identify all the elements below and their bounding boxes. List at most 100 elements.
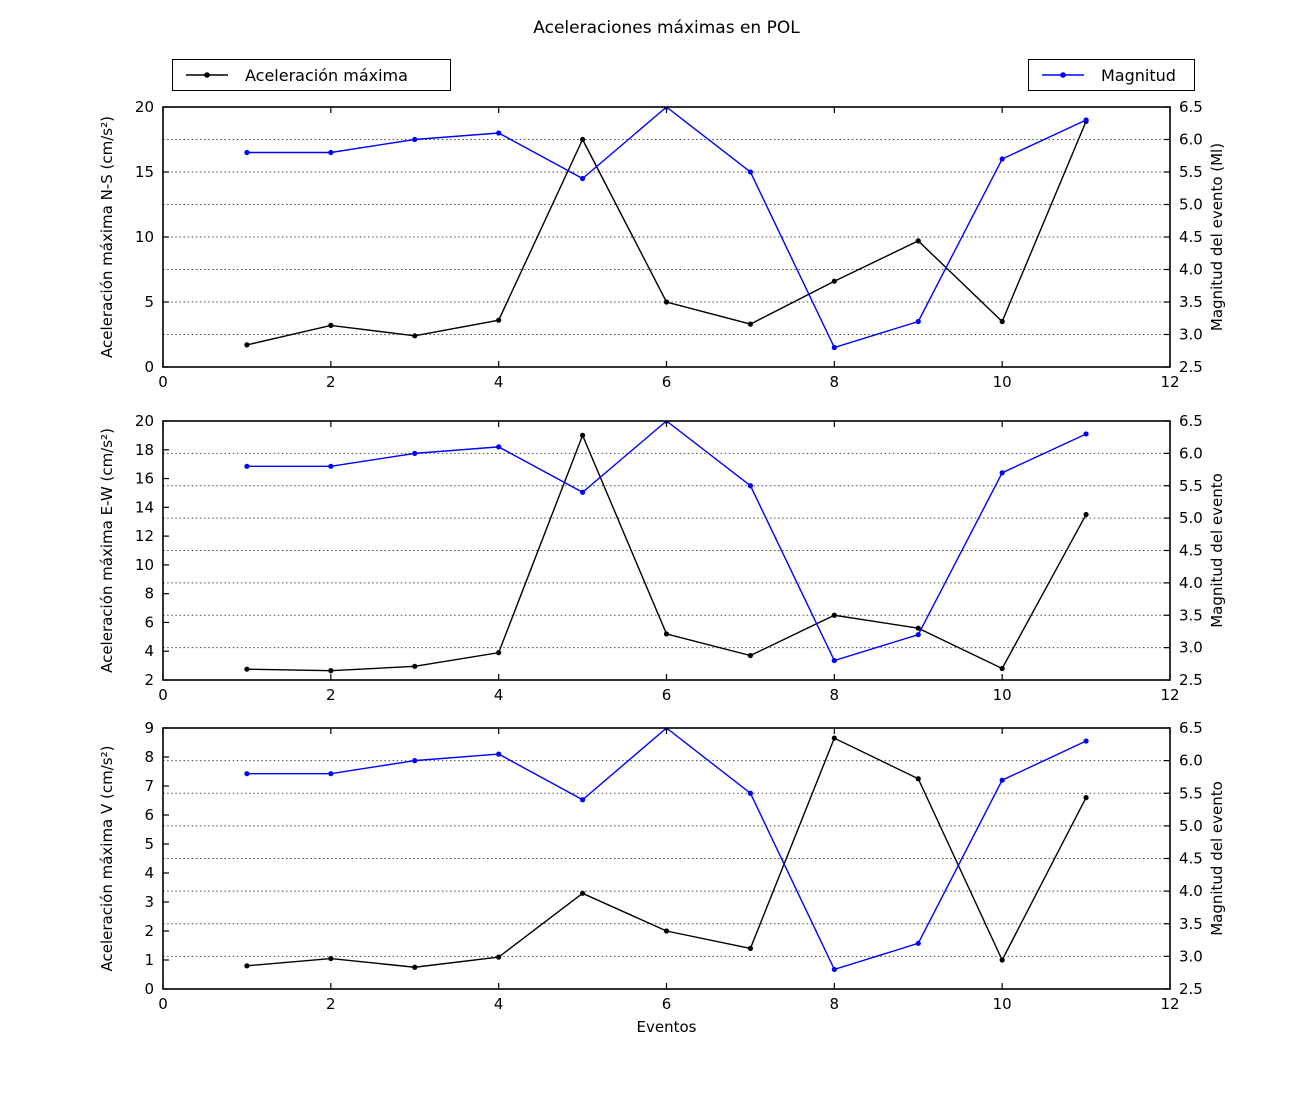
axes-frame — [162, 106, 1171, 368]
data-point — [579, 432, 586, 438]
data-point — [244, 963, 250, 969]
data-point — [747, 652, 754, 659]
data-point — [1083, 795, 1089, 801]
y-tick-label-left: 3 — [144, 893, 154, 911]
y-tick-label-right: 4.5 — [1179, 542, 1203, 560]
magnitud-series-line — [246, 107, 1087, 349]
data-point — [831, 612, 837, 618]
y-tick-label-right: 3.0 — [1179, 326, 1203, 344]
data-point — [579, 136, 586, 143]
y-tick-label-right: 3.0 — [1179, 639, 1203, 657]
y-tick-label-left: 14 — [135, 498, 154, 516]
x-tick-label: 4 — [494, 373, 504, 391]
y-tick-label-right: 2.5 — [1179, 671, 1203, 689]
data-point — [328, 955, 334, 962]
data-point — [831, 278, 837, 284]
y-tick-label-right: 6.5 — [1179, 412, 1203, 430]
magnitud-series-line — [246, 421, 1087, 662]
y-tick-label-left: 12 — [135, 527, 154, 545]
x-tick-label: 6 — [662, 686, 672, 704]
axes-frame — [162, 420, 1171, 681]
data-point — [412, 136, 418, 143]
y-tick-label-right: 4.5 — [1179, 228, 1203, 246]
aceleracion-series — [244, 432, 1089, 674]
legend-line-sample-black — [186, 72, 228, 78]
y-axis-label-right: Magnitud del evento (Ml) — [1208, 143, 1226, 331]
y-tick-label-left: 4 — [144, 864, 154, 882]
data-point — [412, 964, 418, 970]
y-tick-label-right: 6.0 — [1179, 131, 1203, 149]
data-point — [579, 797, 586, 803]
data-point — [747, 483, 754, 489]
data-point — [328, 463, 334, 469]
y-tick-label-right: 5.0 — [1179, 196, 1203, 214]
x-tick-label: 12 — [1160, 686, 1179, 704]
x-tick-label: 6 — [662, 373, 672, 391]
y-tick-label-left: 1 — [144, 951, 154, 969]
data-point — [244, 149, 250, 156]
y-tick-label-right: 4.0 — [1179, 261, 1203, 279]
data-point — [915, 318, 921, 325]
axes-frame — [162, 727, 1171, 990]
y-tick-label-right: 5.5 — [1179, 477, 1203, 495]
data-point — [328, 771, 334, 777]
data-point — [244, 771, 250, 777]
x-tick-label: 4 — [494, 995, 504, 1013]
data-point — [831, 966, 837, 973]
data-point — [496, 317, 502, 323]
data-point — [747, 790, 754, 796]
y-tick-label-left: 2 — [144, 671, 154, 689]
data-point — [1083, 738, 1089, 744]
data-point — [915, 238, 921, 244]
legend-aceleracion-maxima: Aceleración máxima — [172, 59, 451, 91]
data-point — [831, 344, 837, 351]
aceleracion-series — [244, 118, 1089, 348]
data-point — [328, 322, 334, 328]
data-point — [496, 751, 502, 757]
y-tick-label-left: 5 — [144, 293, 154, 311]
data-point — [999, 777, 1005, 783]
legend-magnitud: Magnitud — [1028, 59, 1195, 91]
x-tick-label: 2 — [326, 373, 336, 391]
y-tick-label-right: 5.0 — [1179, 817, 1203, 835]
y-tick-label-left: 0 — [144, 980, 154, 998]
data-point — [244, 342, 250, 348]
data-point — [496, 444, 502, 450]
legend-marker-dot — [1060, 72, 1066, 78]
x-tick-label: 8 — [830, 686, 840, 704]
y-tick-label-left: 6 — [144, 806, 154, 824]
x-tick-label: 0 — [158, 995, 168, 1013]
data-point — [663, 631, 670, 637]
magnitud-series — [244, 728, 1089, 973]
y-tick-label-left: 6 — [144, 613, 154, 631]
data-point — [915, 776, 921, 782]
x-tick-label: 6 — [662, 995, 672, 1013]
data-point — [747, 169, 754, 175]
y-axis-label-left: Aceleración máxima E-W (cm/s²) — [98, 428, 116, 673]
data-point — [579, 175, 586, 182]
data-point — [1083, 431, 1089, 437]
data-point — [663, 299, 670, 305]
data-point — [496, 650, 502, 656]
x-tick-label: 8 — [830, 373, 840, 391]
data-point — [412, 333, 418, 339]
data-point — [999, 957, 1005, 963]
y-axis-label-right: Magnitud del evento — [1208, 473, 1226, 628]
legend-line-sample-blue — [1042, 72, 1084, 78]
y-tick-label-right: 6.5 — [1179, 719, 1203, 737]
x-tick-label: 0 — [158, 686, 168, 704]
y-tick-label-left: 9 — [144, 719, 154, 737]
y-tick-label-right: 5.5 — [1179, 784, 1203, 802]
data-point — [1083, 117, 1089, 123]
data-point — [999, 665, 1005, 672]
data-point — [1083, 511, 1089, 518]
data-point — [747, 945, 754, 952]
y-tick-label-right: 3.0 — [1179, 947, 1203, 965]
y-axis-label-right: Magnitud del evento — [1208, 781, 1226, 936]
y-axis-label-left: Aceleración máxima N-S (cm/s²) — [98, 116, 116, 358]
x-tick-label: 2 — [326, 995, 336, 1013]
legend-label-aceleracion: Aceleración máxima — [245, 65, 408, 85]
x-tick-label: 2 — [326, 686, 336, 704]
data-point — [412, 450, 418, 456]
